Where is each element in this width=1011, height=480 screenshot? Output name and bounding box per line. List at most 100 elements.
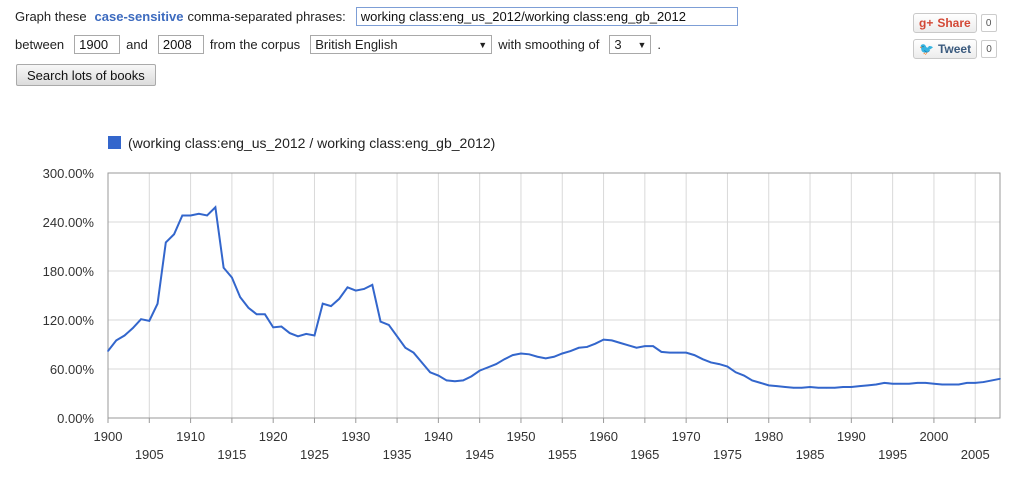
period-text: .	[657, 37, 661, 52]
tweet-button[interactable]: 🐦 Tweet	[913, 39, 978, 59]
year-start-input[interactable]	[74, 35, 121, 54]
data-point	[759, 382, 762, 384]
gplus-icon: g+	[919, 16, 934, 30]
x-tick-label: 1920	[259, 429, 288, 444]
data-point	[462, 379, 464, 382]
x-tick-label: 1915	[217, 447, 246, 462]
year-end-input[interactable]	[157, 35, 204, 54]
data-point	[594, 342, 597, 345]
twitter-bird-icon: 🐦	[919, 42, 934, 56]
data-point	[751, 379, 754, 382]
smoothing-value: 3	[614, 37, 622, 52]
data-point	[107, 350, 109, 352]
data-point	[528, 353, 531, 356]
data-point	[198, 213, 200, 215]
data-point	[701, 358, 704, 360]
x-tick-label: 1935	[383, 447, 412, 462]
y-axis: 0.00% 60.00% 120.00% 180.00% 240.00% 300.00%	[43, 166, 95, 426]
data-point	[834, 386, 836, 389]
y-tick-label: 240.00%	[43, 215, 95, 230]
data-point	[280, 325, 283, 328]
data-point	[635, 346, 638, 349]
share-count: 0	[980, 14, 997, 32]
x-tick-label: 1980	[754, 429, 783, 444]
data-point	[181, 214, 184, 217]
data-point	[239, 296, 241, 298]
data-point	[189, 214, 192, 217]
data-point	[999, 378, 1001, 380]
data-point	[379, 320, 382, 323]
chevron-down-icon: ▼	[478, 39, 488, 50]
data-point	[577, 346, 580, 349]
data-point	[949, 383, 952, 386]
chevron-down-icon: ▼	[637, 39, 647, 50]
data-point	[982, 381, 985, 383]
data-point	[321, 302, 324, 305]
data-point	[974, 382, 977, 384]
x-tick-label: 1990	[837, 429, 866, 444]
tweet-count: 0	[981, 40, 998, 58]
legend-swatch	[108, 136, 121, 149]
data-point	[404, 346, 407, 349]
y-tick-label: 300.00%	[43, 166, 95, 181]
data-point	[858, 385, 861, 387]
data-point	[809, 386, 811, 388]
data-point	[718, 363, 720, 365]
y-tick-label: 120.00%	[43, 313, 95, 328]
data-point	[743, 374, 745, 377]
smoothing-select[interactable]: 3 ▼	[609, 35, 652, 54]
data-point	[363, 288, 365, 290]
data-point	[619, 342, 621, 344]
data-point	[412, 351, 415, 354]
phrases-input[interactable]	[355, 7, 738, 26]
data-point	[305, 333, 308, 335]
data-point	[495, 363, 497, 365]
data-point	[817, 386, 820, 389]
data-point	[627, 344, 630, 347]
x-tick-label: 2005	[961, 447, 990, 462]
x-tick-label: 1940	[424, 429, 453, 444]
x-tick-label: 1985	[796, 447, 825, 462]
corpus-label: from the corpus	[209, 37, 301, 52]
smoothing-label: with smoothing of	[498, 37, 600, 52]
x-tick-label: 1910	[176, 429, 205, 444]
data-point	[776, 385, 778, 387]
data-point	[883, 382, 886, 384]
data-point	[165, 241, 167, 244]
data-point	[900, 382, 902, 385]
data-point	[231, 276, 233, 279]
data-point	[800, 386, 803, 389]
x-tick-label: 1945	[465, 447, 494, 462]
data-point	[272, 326, 274, 329]
and-label: and	[126, 37, 148, 52]
corpus-value: British English	[315, 37, 398, 52]
data-point	[644, 345, 646, 347]
data-point	[115, 339, 118, 342]
data-point	[421, 361, 423, 364]
data-point	[933, 382, 935, 385]
data-point	[685, 351, 687, 354]
data-point	[330, 305, 332, 307]
data-point	[891, 382, 894, 385]
data-point	[561, 352, 564, 355]
search-button[interactable]: Search lots of books	[16, 64, 156, 86]
x-tick-label: 1975	[713, 447, 742, 462]
phrases-label: comma-separated phrases:	[187, 9, 346, 24]
data-point	[288, 332, 291, 334]
corpus-select[interactable]: British English ▼	[310, 35, 493, 54]
tweet-widget: 🐦 Tweet 0	[913, 39, 998, 59]
options-row: between and from the corpus British Engl…	[15, 35, 661, 54]
data-point	[371, 284, 374, 286]
data-point	[173, 233, 175, 236]
x-tick-label: 1900	[94, 429, 123, 444]
data-point	[478, 369, 481, 372]
series-line[interactable]	[107, 205, 1001, 389]
data-point	[966, 382, 968, 384]
gplus-share-button[interactable]: g+ Share	[913, 13, 977, 33]
data-point	[916, 382, 919, 384]
data-point	[206, 214, 208, 217]
query-row: Graph these case-sensitive comma-separat…	[15, 7, 738, 26]
data-point	[346, 286, 349, 289]
case-sensitive-link[interactable]: case-sensitive	[94, 9, 184, 24]
data-point	[652, 345, 654, 347]
